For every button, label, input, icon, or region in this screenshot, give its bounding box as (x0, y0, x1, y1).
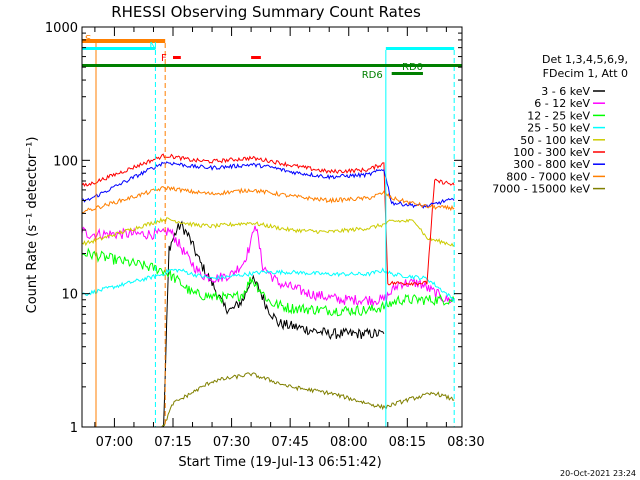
legend-entry-label: 25 - 50 keV (527, 122, 590, 135)
y-axis: 1 10 100 1000 (45, 21, 462, 436)
series-line-0 (163, 220, 385, 427)
series-line-2 (82, 247, 455, 317)
legend-header-line: Det 1,3,4,5,6,9, (542, 53, 628, 66)
decimation-label: RD6 (362, 70, 383, 81)
flare-bar-3 (172, 56, 181, 59)
x-axis-label: Start Time (19-Jul-13 06:51:42) (178, 455, 381, 470)
series-line-6 (82, 161, 455, 209)
series-line-8 (153, 372, 455, 427)
chart-title: RHESSI Observing Summary Count Rates (111, 3, 421, 21)
footer-date: 20-Oct-2021 23:24 (560, 469, 636, 478)
saa-label: S (85, 34, 91, 45)
x-tick-label: 07:30 (213, 435, 250, 450)
legend-entry-label: 6 - 12 keV (534, 97, 590, 110)
y-tick-label: 100 (53, 154, 78, 169)
attenuator-label: RD0 (402, 62, 423, 73)
series-group (82, 153, 455, 427)
legend-entry-label: 3 - 6 keV (541, 85, 590, 98)
legend-header-line: FDecim 1, Att 0 (543, 67, 628, 80)
x-tick-label: 07:45 (271, 435, 308, 450)
attenuator-bar (82, 64, 462, 67)
legend-entry-label: 800 - 7000 keV (506, 170, 590, 183)
flare-bar-4 (251, 56, 261, 59)
series-line-4 (82, 216, 455, 247)
y-tick-label: 10 (61, 288, 78, 303)
legend: Det 1,3,4,5,6,9,FDecim 1, Att 0 3 - 6 keV… (492, 53, 628, 196)
night-bar-2 (385, 47, 455, 50)
flare-label: F (161, 53, 167, 64)
legend-entry-label: 300 - 800 keV (513, 158, 590, 171)
series-line-5 (82, 153, 455, 287)
series-line-7 (82, 185, 455, 214)
x-tick-label: 08:00 (330, 435, 367, 450)
x-tick-label: 08:30 (447, 435, 484, 450)
y-tick-label: 1000 (45, 21, 78, 36)
night-bar-1 (82, 47, 156, 50)
legend-entry-label: 7000 - 15000 keV (492, 183, 590, 196)
legend-entry-label: 100 - 300 keV (513, 146, 590, 159)
y-axis-label: Count Rate (s⁻¹ detector⁻¹) (25, 137, 40, 314)
series-line-3 (82, 267, 455, 302)
interval-markers: S NF RD0 RD6 (82, 34, 462, 427)
legend-entry-label: 12 - 25 keV (527, 109, 590, 122)
night-label: N (149, 41, 156, 52)
legend-entry-label: 50 - 100 keV (520, 134, 590, 147)
decimation-bar (391, 72, 423, 75)
x-tick-label: 07:00 (96, 435, 133, 450)
x-axis: 07:00 07:15 07:30 07:45 08:00 08:15 08:30 (94, 27, 485, 450)
series-line-1 (82, 225, 455, 307)
axes-frame (81, 26, 463, 428)
x-tick-label: 08:15 (389, 435, 426, 450)
saa-bar (82, 39, 166, 43)
y-tick-label: 1 (70, 421, 78, 436)
x-tick-label: 07:15 (154, 435, 191, 450)
